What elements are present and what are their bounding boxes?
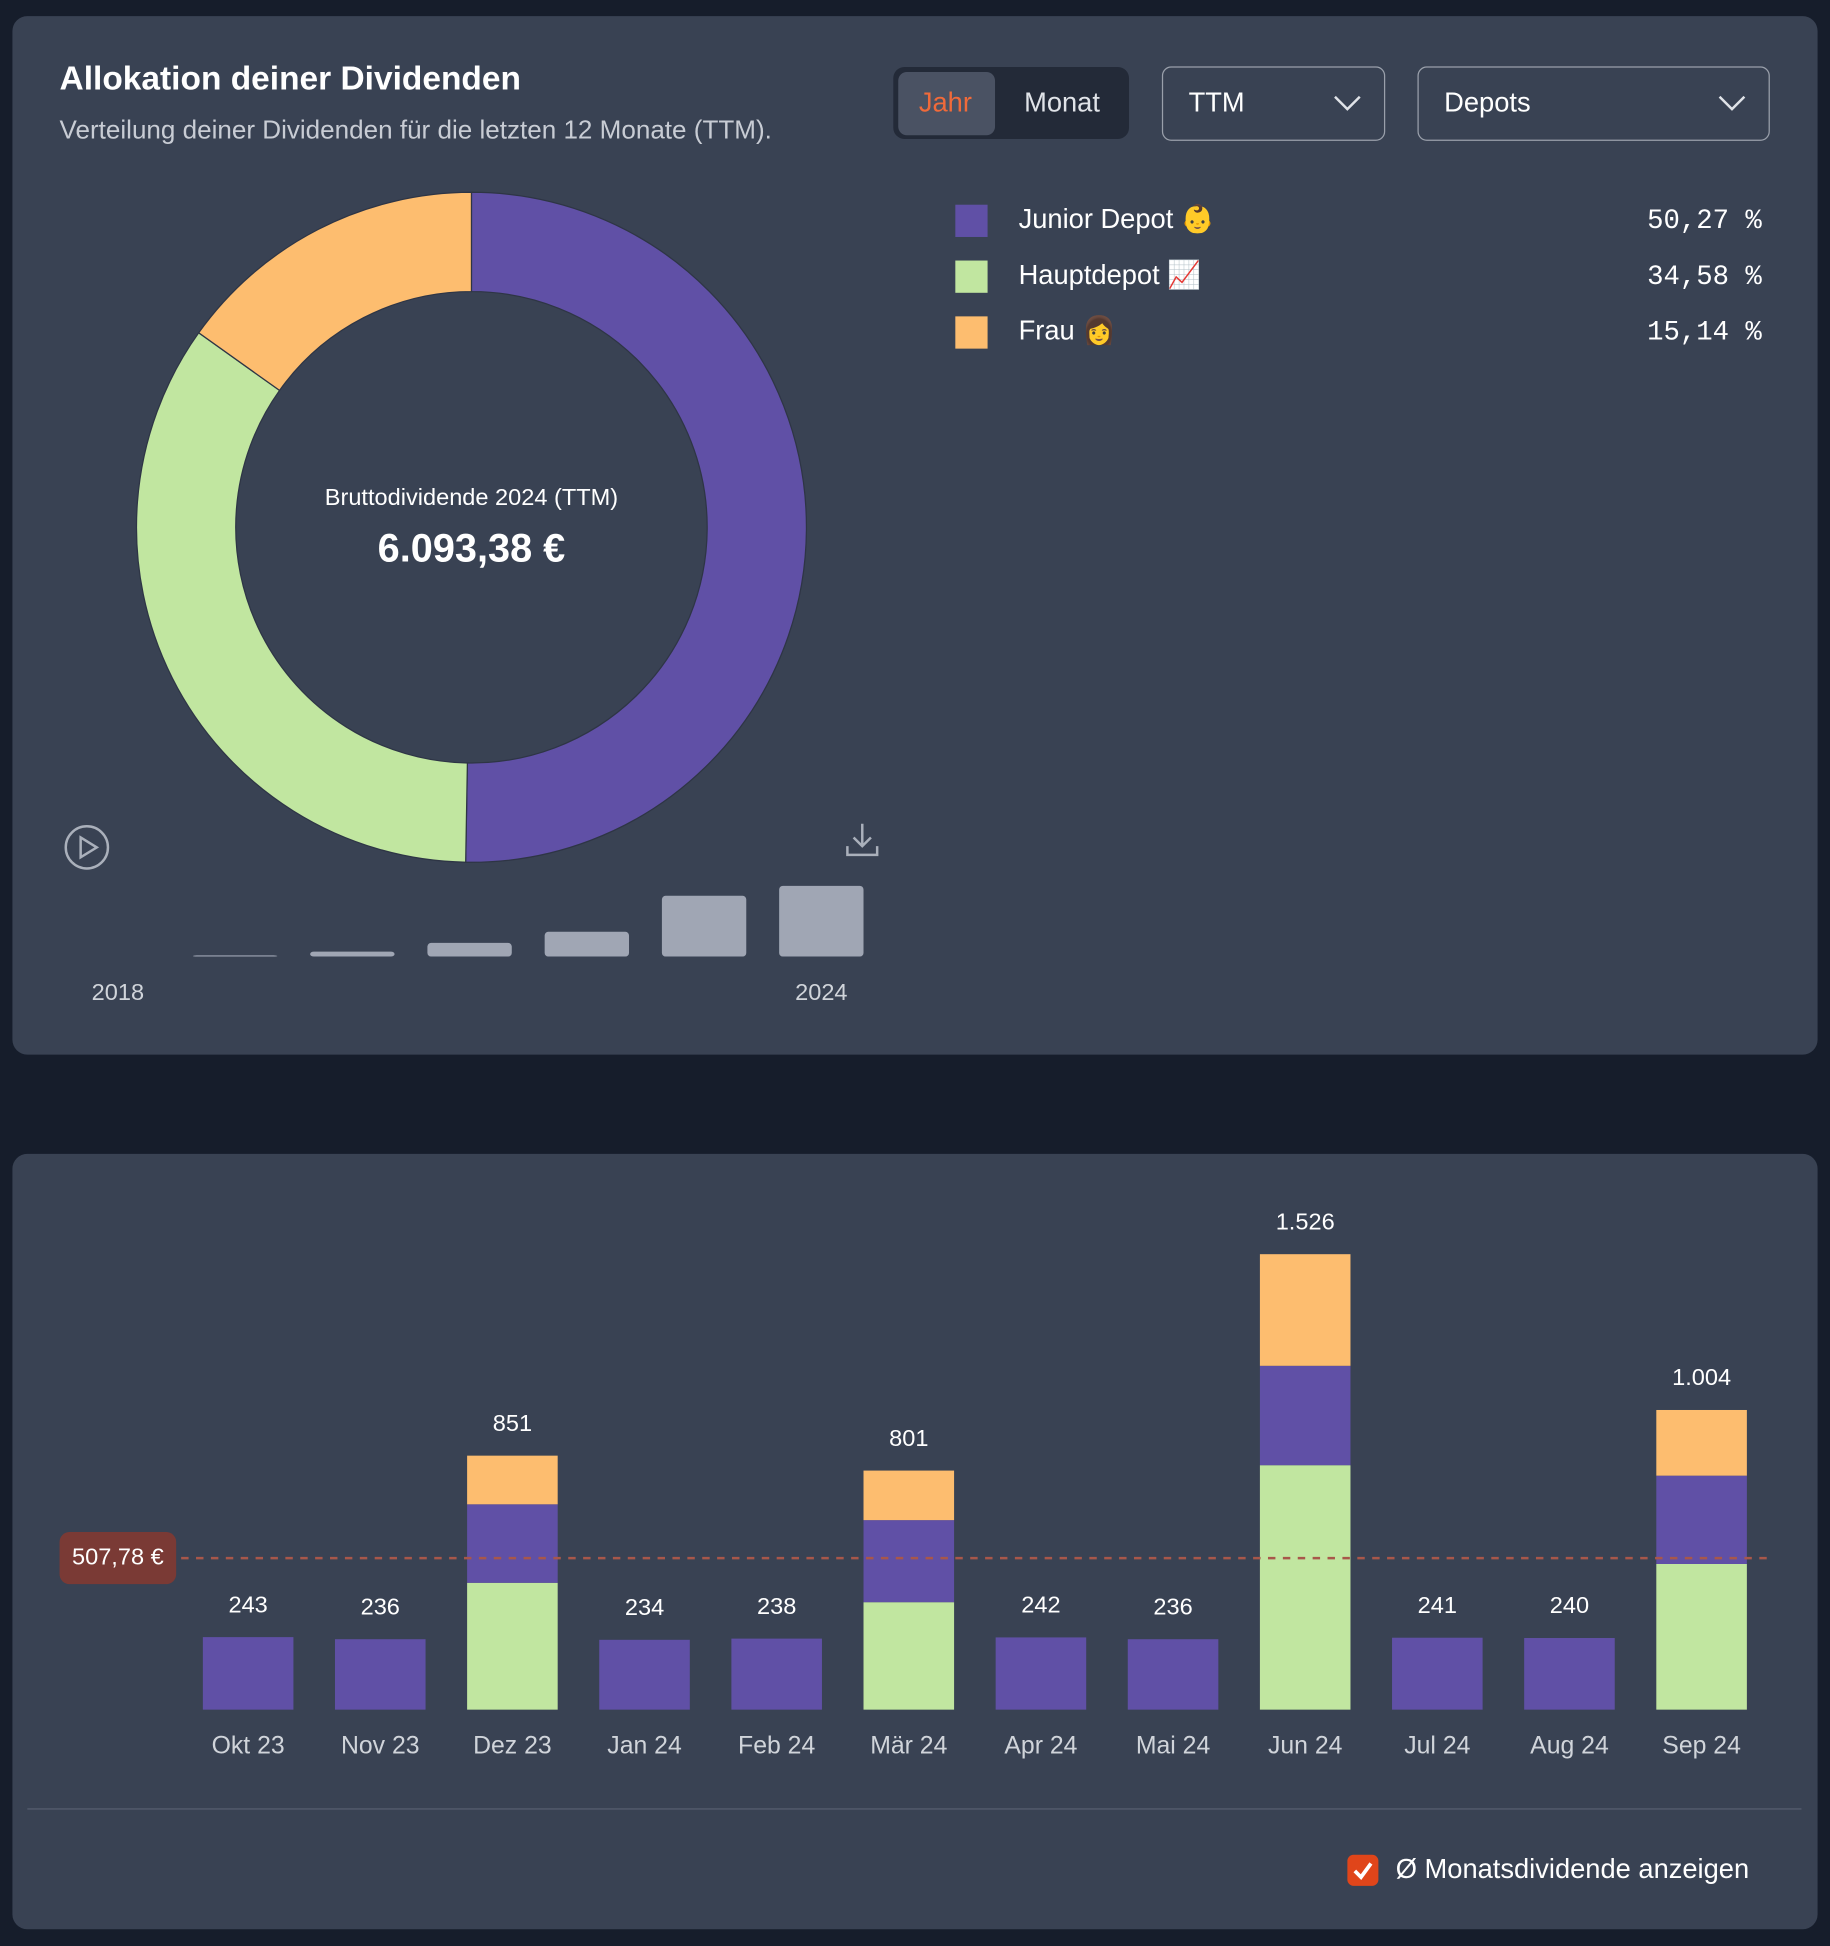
legend-swatch (955, 204, 988, 237)
month-label: Okt 23 (212, 1732, 285, 1759)
bar-segment (731, 1638, 822, 1710)
bar-segment (1656, 1563, 1747, 1710)
toggle-active[interactable] (898, 71, 996, 136)
depot-dropdown[interactable] (1417, 66, 1770, 141)
play-triangle[interactable] (79, 835, 100, 860)
bar-total-label: 1.004 (1672, 1364, 1731, 1390)
range-value[interactable]: TTM (1189, 86, 1245, 117)
donut-segment (135, 331, 469, 863)
legend-value: 34,58 % (1647, 262, 1762, 293)
bar-segment (1656, 1409, 1747, 1476)
legend-label: Junior Depot 👶 (1019, 203, 1215, 234)
bar-segment (863, 1602, 955, 1710)
chevron (1334, 95, 1361, 111)
play-circle[interactable] (64, 825, 110, 870)
allocation-card (12, 16, 1818, 1055)
bar-segment (202, 1637, 294, 1710)
month-label: Jun 24 (1268, 1732, 1343, 1759)
bar-total-label: 236 (1153, 1593, 1192, 1619)
range-dropdown[interactable] (1161, 66, 1386, 141)
month-label: Jan 24 (607, 1732, 682, 1759)
month-label: Dez 23 (473, 1732, 552, 1759)
year-label: 2024 (795, 979, 847, 1005)
average-label: 507,78 € (72, 1543, 164, 1569)
year-label: 2018 (92, 979, 144, 1005)
bar-total-label: 851 (493, 1410, 532, 1436)
bar-segment (1392, 1637, 1483, 1710)
bar-segment (467, 1455, 558, 1505)
bar-segment (1656, 1475, 1747, 1564)
legend-swatch (955, 316, 988, 349)
donut-center-label: Bruttodividende 2024 (TTM) (325, 484, 618, 510)
toggle-option[interactable]: Jahr (919, 86, 972, 117)
donut-segment (197, 191, 473, 392)
month-label: Aug 24 (1530, 1732, 1609, 1759)
bar-segment (1524, 1638, 1615, 1710)
month-label: Feb 24 (738, 1732, 815, 1759)
bar-total-label: 240 (1550, 1592, 1589, 1618)
checkbox-label[interactable]: Ø Monatsdividende anzeigen (1396, 1853, 1749, 1884)
month-label: Nov 23 (341, 1732, 420, 1759)
chevron (1718, 95, 1746, 111)
legend-value: 15,14 % (1647, 318, 1762, 349)
bar-segment (467, 1582, 558, 1710)
legend-value: 50,27 % (1647, 206, 1762, 237)
donut-segment (465, 191, 808, 863)
year-bar (310, 951, 395, 957)
checkbox[interactable] (1347, 1854, 1379, 1886)
play-button[interactable] (64, 825, 110, 870)
bar-total-label: 801 (889, 1425, 928, 1451)
bar-total-label: 1.526 (1276, 1208, 1335, 1234)
average-badge (59, 1532, 177, 1585)
toggle-option[interactable]: Monat (1024, 86, 1100, 117)
bar-total-label: 236 (361, 1593, 400, 1619)
bar-segment (334, 1639, 426, 1710)
bar-segment (863, 1470, 955, 1521)
month-label: Jul 24 (1404, 1732, 1470, 1759)
month-label: Apr 24 (1004, 1732, 1077, 1759)
donut-total: 6.093,38 € (378, 526, 566, 570)
subtitle: Verteilung deiner Dividenden für die let… (60, 114, 772, 144)
year-bar (661, 895, 747, 957)
bar-segment (1127, 1639, 1219, 1710)
bar-segment (599, 1639, 690, 1710)
depot-value[interactable]: Depots (1444, 86, 1530, 117)
month-label: Sep 24 (1662, 1732, 1741, 1759)
bar-segment (1259, 1254, 1351, 1366)
year-bar (779, 885, 864, 957)
bar-segment (1259, 1465, 1351, 1710)
legend-swatch (955, 260, 988, 293)
year-bar (192, 955, 278, 957)
bar-segment (995, 1637, 1087, 1710)
bar-total-label: 238 (757, 1593, 796, 1619)
bar-total-label: 243 (228, 1591, 267, 1617)
year-bar (427, 942, 512, 957)
month-label: Mär 24 (870, 1732, 947, 1759)
bar-segment (1259, 1365, 1351, 1466)
bar-total-label: 241 (1418, 1592, 1457, 1618)
year-bar (544, 931, 630, 957)
title: Allokation deiner Dividenden (60, 60, 521, 97)
legend-label: Frau 👩 (1019, 315, 1117, 346)
bar-segment (467, 1504, 558, 1583)
month-label: Mai 24 (1136, 1732, 1211, 1759)
bar-segment (863, 1520, 955, 1603)
checkmark (1353, 1862, 1373, 1880)
download-icon[interactable] (846, 823, 879, 857)
bar-total-label: 234 (625, 1594, 664, 1620)
legend-label: Hauptdepot 📈 (1019, 259, 1202, 290)
bar-total-label: 242 (1021, 1592, 1060, 1618)
